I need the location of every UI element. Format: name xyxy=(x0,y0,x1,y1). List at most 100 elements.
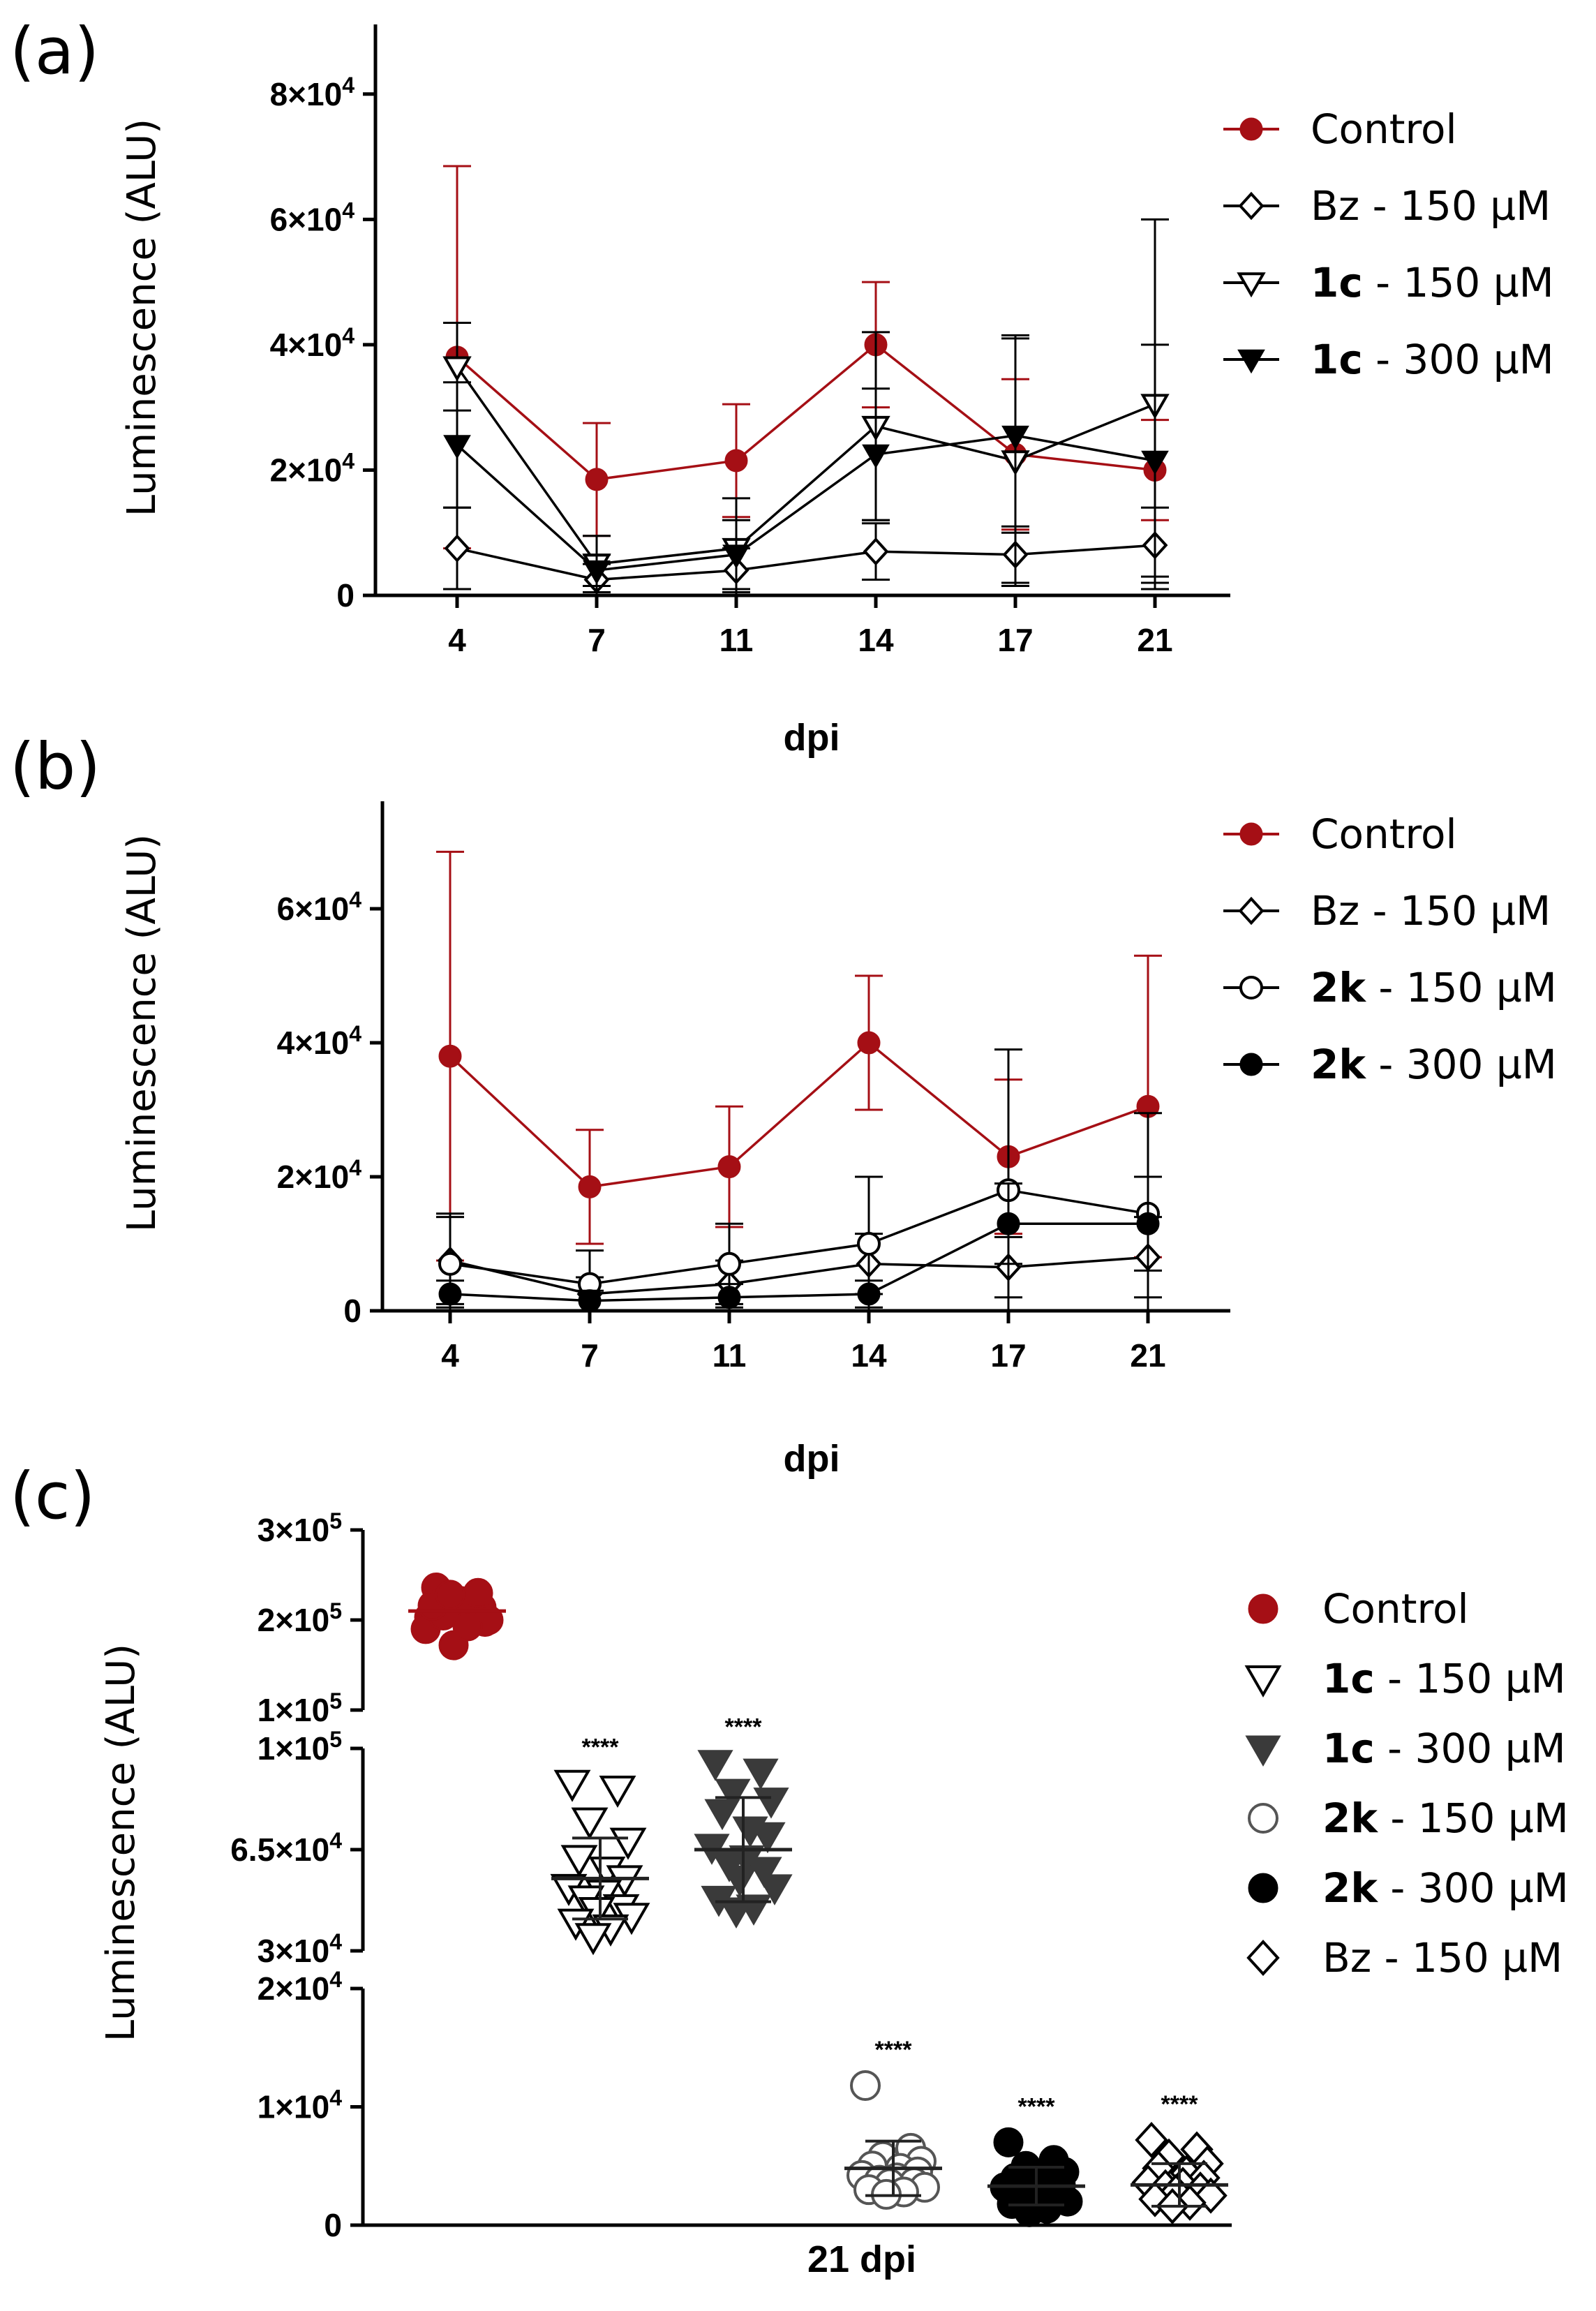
legend-label-b-3: 2k - 300 µM xyxy=(1311,1041,1557,1088)
data-point-b-2-2 xyxy=(717,1251,741,1276)
point-c-0-14 xyxy=(452,1611,483,1642)
x-tick-label-a-0: 4 xyxy=(448,622,466,658)
legend-marker-c-1 xyxy=(1244,1665,1282,1698)
legend-marker-c-5 xyxy=(1246,1940,1280,1976)
legend-label-c-5: Bz - 150 µM xyxy=(1322,1934,1563,1982)
point-c-0-10 xyxy=(463,1577,493,1608)
legend-label-a-0: Control xyxy=(1311,105,1457,153)
significance-c-3: **** xyxy=(875,2037,913,2063)
legend-marker-c-2 xyxy=(1245,1735,1281,1767)
data-point-a-3-1 xyxy=(583,560,611,585)
series-line-a-0 xyxy=(456,343,1156,481)
series-line-a-2 xyxy=(456,366,1156,565)
x-axis-title-b: dpi xyxy=(784,1438,840,1480)
point-c-1-2 xyxy=(571,1807,609,1840)
data-point-b-3-1 xyxy=(578,1289,602,1313)
legend-marker-a-3 xyxy=(1237,349,1265,374)
data-point-a-0-2 xyxy=(724,449,748,473)
x-tick-label-b-3: 14 xyxy=(851,1337,887,1374)
data-point-a-0-1 xyxy=(585,468,609,491)
point-c-2-2 xyxy=(715,1778,751,1811)
data-point-a-1-3 xyxy=(863,537,889,566)
y-tick-label-c-2-1: 1×104 xyxy=(258,2086,343,2125)
series-line-b-2 xyxy=(449,1189,1149,1286)
y-tick-label-c-0-1: 2×105 xyxy=(258,1598,342,1638)
legend-label-c-0: Control xyxy=(1322,1585,1469,1633)
x-tick-label-a-4: 17 xyxy=(997,622,1033,658)
series-line-b-3 xyxy=(449,1222,1148,1302)
x-tick-label-a-1: 7 xyxy=(588,622,606,658)
data-point-a-2-0 xyxy=(442,356,472,382)
data-point-b-0-3 xyxy=(857,1031,881,1055)
point-c-1-4 xyxy=(560,1845,598,1878)
y-tick-label-a-3: 6×104 xyxy=(270,198,355,237)
data-point-b-0-2 xyxy=(717,1155,741,1179)
data-point-b-0-0 xyxy=(438,1044,462,1068)
data-point-b-3-3 xyxy=(857,1282,881,1306)
legend-label-a-1: Bz - 150 µM xyxy=(1311,182,1551,230)
data-point-b-0-1 xyxy=(578,1175,602,1198)
y-tick-label-c-1-1: 6.5×104 xyxy=(230,1828,342,1868)
x-tick-label-a-5: 21 xyxy=(1137,622,1172,658)
panel-label-b: (b) xyxy=(10,729,100,804)
y-tick-label-a-2: 4×104 xyxy=(270,323,355,363)
point-c-1-0 xyxy=(553,1769,591,1802)
data-point-a-3-5 xyxy=(1141,450,1169,475)
legend-marker-b-2 xyxy=(1239,976,1263,1000)
panel-label-c: (c) xyxy=(10,1459,95,1533)
significance-c-1: **** xyxy=(582,1734,620,1761)
x-axis-title-c: 21 dpi xyxy=(807,2238,916,2280)
y-tick-label-b-1: 2×104 xyxy=(277,1155,362,1195)
y-tick-label-a-0: 0 xyxy=(336,577,355,614)
point-c-2-4 xyxy=(704,1799,740,1831)
significance-c-5: **** xyxy=(1161,2091,1199,2118)
y-axis-title-a: Luminescence (ALU) xyxy=(119,119,165,517)
point-c-1-1 xyxy=(599,1776,636,1808)
x-tick-label-b-4: 17 xyxy=(990,1337,1026,1374)
data-point-b-2-3 xyxy=(857,1232,881,1256)
data-point-b-2-0 xyxy=(438,1251,462,1276)
point-c-2-15 xyxy=(718,1897,754,1929)
x-axis-title-a: dpi xyxy=(784,717,840,759)
x-tick-label-b-0: 4 xyxy=(441,1337,459,1374)
point-c-0-15 xyxy=(435,1580,465,1610)
point-c-2-10 xyxy=(746,1857,782,1889)
series-line-b-1 xyxy=(449,1256,1149,1295)
data-point-a-3-3 xyxy=(862,444,890,469)
legend-marker-c-3 xyxy=(1248,1803,1278,1834)
data-point-a-3-2 xyxy=(722,544,750,569)
x-tick-label-b-5: 21 xyxy=(1130,1337,1165,1374)
significance-c-2: **** xyxy=(725,1714,763,1741)
y-tick-label-a-1: 2×104 xyxy=(270,448,355,488)
point-c-4-15 xyxy=(1014,2197,1045,2227)
panel-label-a: (a) xyxy=(10,14,99,89)
legend-marker-c-4 xyxy=(1248,1873,1278,1903)
point-c-1-3 xyxy=(609,1827,647,1860)
legend-marker-b-3 xyxy=(1239,1053,1263,1076)
legend-marker-a-1 xyxy=(1238,191,1265,221)
point-c-2-12 xyxy=(756,1874,793,1905)
y-tick-label-b-2: 4×104 xyxy=(277,1021,362,1061)
y-tick-label-c-1-2: 1×105 xyxy=(258,1727,342,1767)
y-tick-label-c-1-0: 3×104 xyxy=(258,1929,343,1969)
data-point-b-3-4 xyxy=(997,1212,1020,1235)
panel-b-plot: 0 2×104 4×104 6×104 4 7 11 14 17 21 Control Bz - 15… xyxy=(277,801,1557,1374)
legend-label-b-0: Control xyxy=(1311,810,1457,858)
data-point-a-3-0 xyxy=(443,435,471,459)
legend-label-c-2: 1c - 300 µM xyxy=(1322,1725,1566,1772)
legend-label-a-3: 1c - 300 µM xyxy=(1311,336,1554,383)
x-tick-label-a-3: 14 xyxy=(858,622,894,658)
legend-label-b-2: 2k - 150 µM xyxy=(1311,964,1557,1011)
point-c-1-15 xyxy=(574,1923,612,1956)
panel-a-plot: 0 2×104 4×104 6×104 8×104 4 7 11 14 17 21 Control Bz… xyxy=(270,24,1554,658)
legend-label-a-2: 1c - 150 µM xyxy=(1311,259,1554,306)
point-c-2-11 xyxy=(722,1865,758,1897)
point-c-4-0 xyxy=(993,2127,1024,2157)
data-point-b-3-0 xyxy=(438,1282,462,1306)
point-c-2-6 xyxy=(749,1822,786,1854)
legend-label-c-4: 2k - 300 µM xyxy=(1322,1864,1569,1912)
y-axis-title-b: Luminescence (ALU) xyxy=(119,834,165,1232)
y-tick-label-c-0-2: 3×105 xyxy=(258,1508,342,1548)
series-line-a-3 xyxy=(456,434,1156,572)
